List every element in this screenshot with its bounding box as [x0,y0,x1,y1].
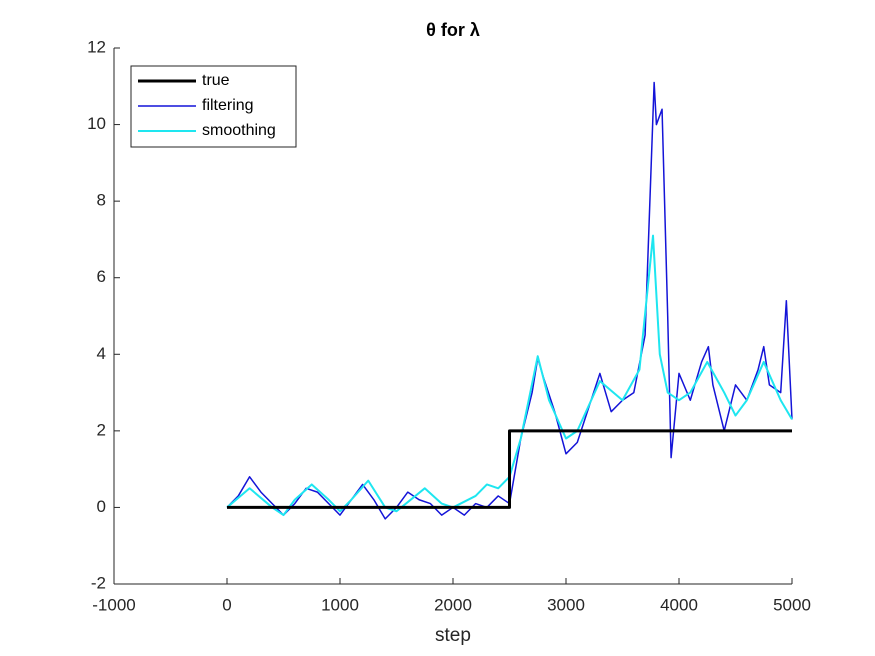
x-tick-label: 4000 [660,595,698,614]
y-tick-label: -2 [91,573,106,592]
x-tick-label: -1000 [92,595,135,614]
series-line [227,429,792,509]
series-line [226,234,793,517]
x-tick-label: 2000 [434,595,472,614]
legend-label: true [202,72,230,89]
x-axis-label: step [435,625,471,646]
x-tick-label: 5000 [773,595,811,614]
x-tick-label: 0 [222,595,231,614]
y-tick-label: 4 [97,344,106,363]
y-tick-label: 10 [87,114,106,133]
y-tick-label: 8 [97,191,106,210]
y-tick-label: 12 [87,37,106,56]
x-tick-label: 1000 [321,595,359,614]
y-tick-label: 6 [97,267,106,286]
legend-label: filtering [202,97,254,114]
legend-label: smoothing [202,122,276,139]
y-tick-label: 2 [97,420,106,439]
x-tick-label: 3000 [547,595,585,614]
y-tick-label: 0 [97,497,106,516]
chart-title: θ for λ [426,20,480,40]
